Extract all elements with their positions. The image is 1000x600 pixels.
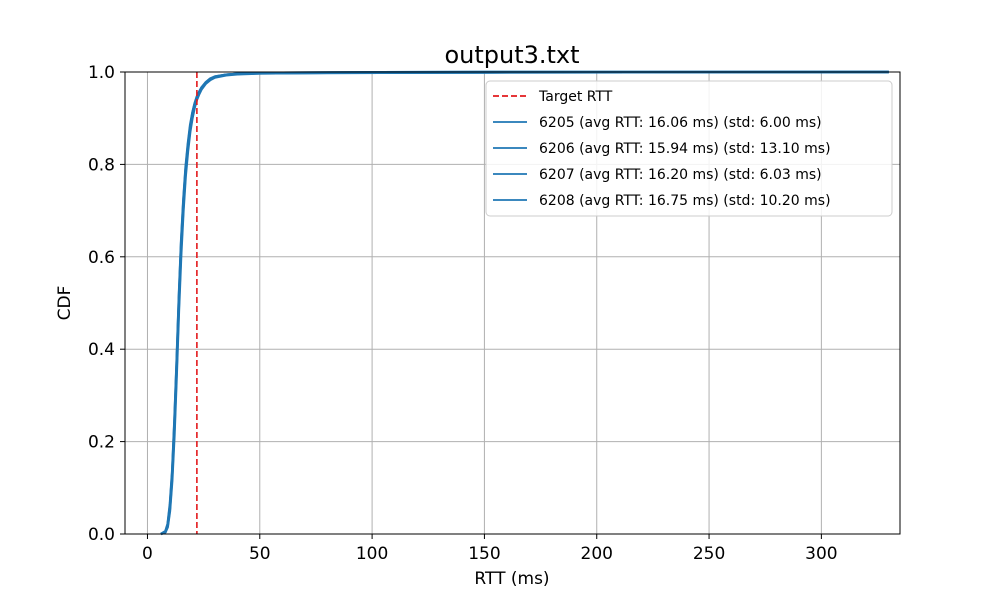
legend-box — [485, 80, 893, 217]
x-tick-label: 0 — [142, 544, 153, 564]
legend-label: 6205 (avg RTT: 16.06 ms) (std: 6.00 ms) — [539, 115, 822, 131]
x-axis-label: RTT (ms) — [474, 569, 549, 589]
x-tick-label: 200 — [581, 544, 613, 564]
legend-label: 6206 (avg RTT: 15.94 ms) (std: 13.10 ms) — [539, 141, 831, 157]
y-axis-ticks: 0.0 0.2 0.4 0.6 0.8 1.0 — [88, 63, 125, 545]
chart-title: output3.txt — [444, 41, 579, 69]
y-tick-label: 0.4 — [88, 340, 115, 360]
series-line-4 — [160, 70, 889, 536]
legend-label: Target RTT — [538, 89, 613, 105]
y-tick-label: 0.8 — [88, 155, 115, 175]
x-tick-label: 300 — [805, 544, 837, 564]
legend: Target RTT 6205 (avg RTT: 16.06 ms) (std:… — [485, 80, 893, 217]
x-axis-ticks: 0 50 100 150 200 250 300 — [142, 534, 838, 564]
y-tick-label: 1.0 — [88, 63, 115, 83]
plot-frame — [124, 71, 901, 535]
legend-label: 6207 (avg RTT: 16.20 ms) (std: 6.03 ms) — [539, 167, 822, 183]
legend-label: 6208 (avg RTT: 16.75 ms) (std: 10.20 ms) — [539, 193, 831, 209]
y-tick-label: 0.2 — [88, 433, 115, 453]
x-tick-label: 100 — [356, 544, 388, 564]
x-tick-label: 50 — [249, 544, 271, 564]
y-tick-label: 0.0 — [88, 525, 115, 545]
y-axis-label: CDF — [55, 286, 75, 321]
y-tick-label: 0.6 — [88, 248, 115, 268]
x-tick-label: 150 — [468, 544, 500, 564]
x-tick-label: 250 — [693, 544, 725, 564]
series-lines — [160, 70, 889, 536]
